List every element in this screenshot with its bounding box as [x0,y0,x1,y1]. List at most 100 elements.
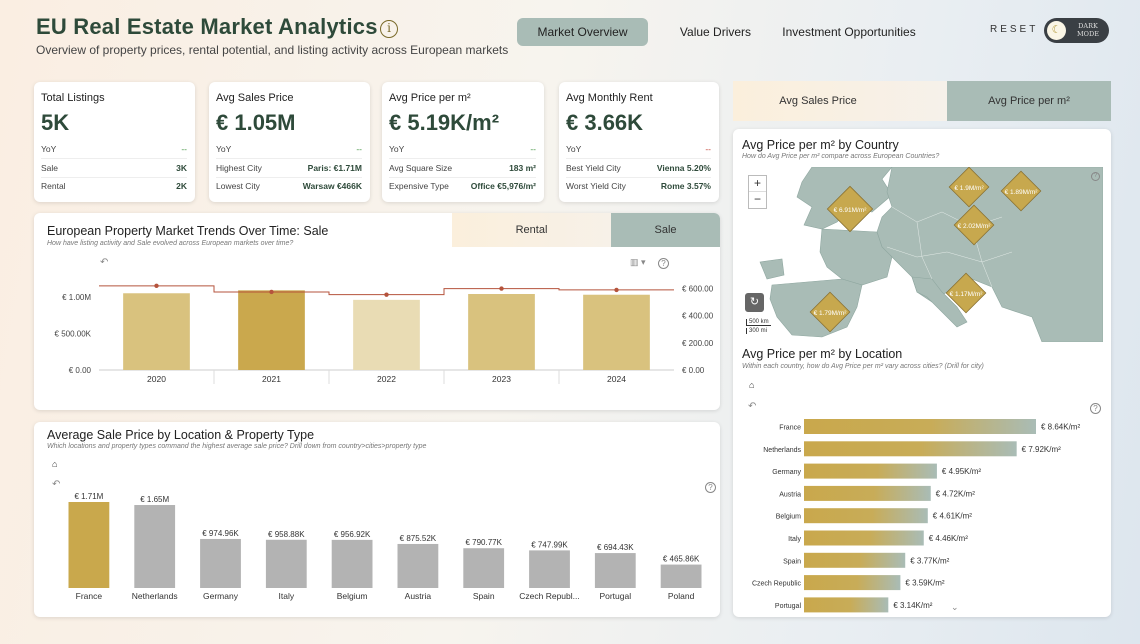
chart-type-icon[interactable]: ▥ ▾ [630,257,646,267]
map-label: € 1.79M/m² [814,310,848,317]
trends-subtitle: How have listing activity and Sale evolv… [47,240,294,247]
sale-location-chart: € 1.71M France € 1.65M Netherlands € 974.96K… [68,492,702,601]
y-tick-label: Netherlands [763,447,801,454]
bar[interactable] [804,530,924,546]
data-label: € 8.64K/m² [1041,423,1080,432]
kpi-row-value: Vienna 5.20% [656,163,711,173]
kpi-row-value: -- [356,144,362,154]
data-label: € 875.52K [400,534,437,543]
bar[interactable] [238,290,305,370]
bar[interactable] [804,485,931,501]
data-label: € 747.99K [531,540,568,549]
line-marker[interactable] [499,286,504,291]
y-tick-label: Czech Republic [752,581,802,588]
help-icon[interactable]: ? [1091,172,1100,181]
bar[interactable] [583,294,650,370]
tab-rental[interactable]: Rental [452,213,611,247]
bar[interactable] [804,441,1017,457]
zoom-in-button[interactable]: + [749,176,766,192]
divider [566,177,711,178]
page-title: EU Real Estate Market Analytics [36,14,378,39]
bar[interactable] [529,550,570,588]
bar[interactable] [265,539,307,588]
x-tick-label: France [76,591,103,601]
line-marker[interactable] [269,289,274,295]
data-label: € 956.92K [334,530,371,539]
help-icon[interactable]: ? [658,258,669,269]
bar[interactable] [804,552,906,568]
kpi-row-value: Paris: €1.71M [307,163,362,173]
info-icon[interactable]: i [380,20,398,38]
tab-sale-label: Sale [654,224,677,236]
nav-market-overview[interactable]: Market Overview [517,18,648,46]
home-icon[interactable]: ⌂ [52,459,58,469]
zoom-out-button[interactable]: − [753,192,761,206]
right-card: Avg Price per m² by Country How do Avg P… [733,129,1111,617]
bar[interactable] [594,553,636,588]
tab-avg-sales-price[interactable]: Avg Sales Price [733,81,947,121]
divider [389,158,536,159]
home-icon[interactable]: ⌂ [749,380,755,390]
tab-avg-sales-price-label: Avg Sales Price [779,95,857,107]
y-tick-label: Austria [779,491,801,498]
drill-up-icon[interactable]: ↶ [748,401,757,412]
x-tick-label: Spain [473,591,495,601]
bar[interactable] [468,294,535,370]
bar[interactable] [397,543,439,588]
help-icon[interactable]: ? [1090,403,1101,414]
nav-investment-opportunities[interactable]: Investment Opportunities [782,25,916,39]
tab-sale[interactable]: Sale [611,213,720,247]
help-icon[interactable]: ? [705,482,716,493]
kpi-title: Avg Sales Price [216,92,294,104]
x-tick-label: 2020 [147,374,166,384]
bar[interactable] [68,502,110,588]
bar[interactable] [463,548,505,588]
bar[interactable] [134,505,176,588]
kpi-value: € 5.19K/m² [389,110,500,135]
data-label: € 694.43K [597,543,634,552]
y2-tick-label: € 200.00 [682,339,714,348]
line-marker[interactable] [154,283,159,289]
line-marker[interactable] [614,287,619,293]
y-tick-label: Portugal [775,603,802,610]
bar[interactable] [804,575,901,591]
kpi-value: € 1.05M [216,110,296,135]
kpi-card-total-listings: Total Listings 5K YoY -- Sale 3K Rental 2K [34,82,195,202]
bar[interactable] [200,538,241,588]
scroll-down-icon[interactable]: ⌄ [951,602,959,612]
nav-value-drivers[interactable]: Value Drivers [679,25,752,39]
bar[interactable] [331,539,373,588]
data-label: € 1.65M [140,495,169,504]
page-subtitle: Overview of property prices, rental pote… [36,43,509,57]
bar[interactable] [804,419,1036,434]
x-tick-label: Netherlands [132,591,178,601]
y-tick-label: Spain [783,558,801,565]
bar[interactable] [660,564,702,588]
bar[interactable] [804,597,889,613]
data-label: € 7.92K/m² [1022,445,1061,454]
map-zoom-controls: + − [748,175,767,209]
sale-chart-subtitle: Which locations and property types comma… [47,443,427,450]
data-label: € 974.96K [202,529,239,538]
bar[interactable] [353,299,420,370]
x-tick-label: Germany [203,591,239,601]
kpi-row-value: Rome 3.57% [660,181,711,191]
bar[interactable] [804,508,928,524]
x-tick-label: 2023 [492,374,511,384]
reset-map-icon[interactable]: ↻ [745,293,764,312]
tab-avg-price-per-m2[interactable]: Avg Price per m² [947,81,1111,121]
bar[interactable] [804,463,937,479]
reset-button[interactable]: RESET [990,24,1039,35]
data-label: € 958.88K [268,530,305,539]
line-marker[interactable] [384,292,389,297]
kpi-row-value: -- [181,144,187,154]
y-tick-label: € 1.00M [62,293,91,302]
data-label: € 4.95K/m² [942,467,981,476]
tab-avg-price-per-m2-label: Avg Price per m² [988,95,1070,107]
bar[interactable] [123,293,190,370]
kpi-row-label: YoY [389,144,405,154]
europe-map[interactable]: € 6.91M/m² € 1.9M/m² € 1.89M/m² € 2.02M/… [742,167,1103,342]
drill-up-icon[interactable]: ↶ [100,257,109,268]
dark-mode-toggle[interactable]: ☾ DARK MODE [1044,18,1109,43]
drill-up-icon[interactable]: ↶ [52,479,61,490]
